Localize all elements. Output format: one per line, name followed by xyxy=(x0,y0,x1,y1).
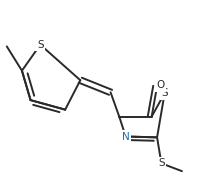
Text: S: S xyxy=(158,158,165,168)
Text: O: O xyxy=(156,80,164,90)
Text: N: N xyxy=(122,131,130,142)
Text: S: S xyxy=(37,40,44,50)
Text: S: S xyxy=(161,88,168,98)
